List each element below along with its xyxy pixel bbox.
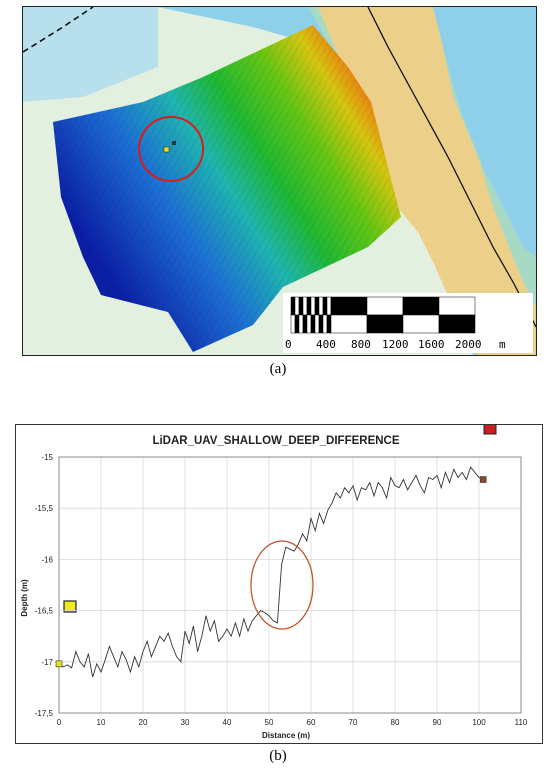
map-panel: 0 400 800 1200 1600 2000 m: [22, 6, 537, 356]
y-tick-label: -17,5: [35, 709, 54, 718]
scale-block-bottom: [326, 314, 332, 334]
scale-block-bottom: [290, 314, 296, 334]
scale-block-bottom: [322, 314, 328, 334]
scale-bar: 0 400 800 1200 1600 2000 m: [283, 293, 533, 353]
series-line: [55, 466, 487, 678]
shallow-sea-zone: [23, 7, 158, 102]
x-tick-label: 30: [181, 718, 190, 727]
profile-chart-panel: LiDAR_UAV_SHALLOW_DEEP_DIFFERENCE 0 10 20 3…: [15, 424, 543, 744]
scale-tick-2000: 2000: [455, 338, 482, 351]
scale-block-top: [302, 296, 308, 316]
start-point-marker: [55, 660, 63, 668]
scale-block-bottom: [302, 314, 308, 334]
scale-block-bottom: [438, 314, 476, 334]
scale-block-bottom: [366, 314, 404, 334]
scale-block-top: [310, 296, 316, 316]
x-tick-label: 20: [139, 718, 148, 727]
scale-block-bottom: [330, 314, 368, 334]
scale-block-top: [290, 296, 296, 316]
x-axis-title: Distance (m): [262, 731, 310, 740]
scale-block-bottom: [314, 314, 320, 334]
x-tick-label: 110: [515, 718, 528, 727]
caption-a: (a): [269, 361, 287, 377]
scale-block-top: [318, 296, 324, 316]
scale-block-bottom: [298, 314, 304, 334]
axes: 0 10 20 30 40 50 60 70 80 90 100 110 -15 -15,5 -16 -16,…: [35, 453, 528, 727]
scale-block-bottom: [310, 314, 316, 334]
y-tick-label: -16: [41, 555, 53, 564]
scale-block-top: [294, 296, 300, 316]
scale-block-top: [326, 296, 332, 316]
scale-block-bottom: [294, 314, 300, 334]
end-point-marker: [479, 476, 487, 483]
plot-frame: [58, 456, 522, 714]
chart-title: LiDAR_UAV_SHALLOW_DEEP_DIFFERENCE: [152, 435, 399, 447]
x-tick-label: 100: [472, 718, 486, 727]
x-tick-label: 10: [97, 718, 106, 727]
survey-swath: [53, 25, 401, 352]
caption-b: (b): [269, 748, 287, 764]
x-tick-label: 0: [57, 718, 62, 727]
scale-block-bottom: [318, 314, 324, 334]
land-area: [318, 7, 536, 355]
highlight-ellipse: [250, 540, 314, 630]
y-tick-label: -16,5: [35, 607, 54, 616]
scale-block-top: [306, 296, 312, 316]
scale-block-bottom: [402, 314, 440, 334]
scale-block-top: [322, 296, 328, 316]
scale-tick-0: 0: [285, 338, 292, 351]
x-tick-label: 70: [349, 718, 358, 727]
scale-block-top: [330, 296, 368, 316]
y-tick-label: -15,5: [35, 504, 54, 513]
scale-block-top: [366, 296, 404, 316]
scale-block-top: [402, 296, 440, 316]
highlight-circle: [138, 116, 204, 182]
legend-marker-red: [483, 425, 497, 435]
grid: [58, 456, 522, 714]
boundary-line: [23, 7, 94, 53]
x-tick-label: 40: [223, 718, 232, 727]
y-tick-label: -17: [41, 658, 53, 667]
scale-tick-800: 800: [351, 338, 371, 351]
x-tick-label: 60: [307, 718, 316, 727]
legend-marker-yellow: [63, 600, 77, 613]
point-marker-dark: [172, 141, 176, 145]
scale-block-bottom: [306, 314, 312, 334]
scale-block-top: [314, 296, 320, 316]
point-marker-yellow: [163, 146, 170, 153]
scale-unit: m: [499, 338, 506, 351]
y-tick-label: -15: [41, 453, 53, 462]
inner-water: [433, 7, 536, 257]
depth-profile-chart: LiDAR_UAV_SHALLOW_DEEP_DIFFERENCE 0 10 20 3…: [20, 425, 528, 740]
scale-block-top: [298, 296, 304, 316]
scale-tick-1600: 1600: [418, 338, 445, 351]
scale-tick-1200: 1200: [382, 338, 409, 351]
depth-profile-line: [58, 466, 484, 678]
scale-block-top: [438, 296, 476, 316]
x-tick-label: 50: [265, 718, 274, 727]
bathymetry-map: 0 400 800 1200 1600 2000 m: [23, 7, 536, 355]
x-tick-label: 80: [391, 718, 400, 727]
y-axis-title: Depth (m): [20, 579, 29, 617]
x-tick-label: 90: [433, 718, 442, 727]
scale-tick-400: 400: [316, 338, 336, 351]
